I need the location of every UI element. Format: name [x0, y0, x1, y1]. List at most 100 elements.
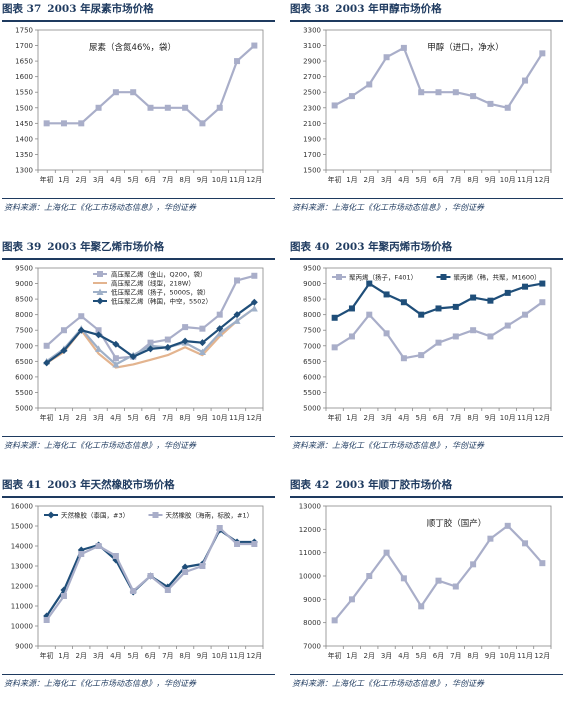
- data-point: [216, 104, 223, 111]
- data-point: [181, 337, 189, 345]
- x-tick-label: 年初: [328, 651, 342, 660]
- data-point: [487, 535, 494, 542]
- x-tick-label: 11月: [229, 652, 245, 660]
- legend-marker: [152, 512, 159, 518]
- figure-header: 图表 41 2003 年天然橡胶市场价格: [2, 476, 275, 498]
- x-tick-label: 7月: [450, 414, 461, 422]
- data-point: [199, 563, 206, 569]
- legend: 聚丙烯（扬子，F401） 聚丙烯（韩，共聚，M1600）: [332, 273, 541, 282]
- data-point: [164, 336, 171, 343]
- plot-area: [37, 29, 264, 171]
- data-point: [130, 89, 137, 96]
- legend-label: 低压聚乙烯（韩国，中空，5502）: [111, 297, 212, 306]
- y-tick-label: 9500: [15, 265, 33, 273]
- source-divider: [290, 436, 563, 437]
- x-tick-label: 11月: [517, 176, 533, 184]
- data-point: [60, 346, 68, 354]
- y-tick-label: 1500: [303, 167, 321, 175]
- source-note: 资料来源：上海化工《化工市场动态信息》，华创证券: [292, 203, 484, 212]
- y-tick-label: 5000: [303, 405, 321, 413]
- x-tick-label: 5月: [415, 414, 426, 422]
- data-point: [470, 561, 477, 568]
- y-tick-label: 1350: [15, 151, 33, 159]
- x-tick-label: 12月: [534, 414, 550, 422]
- data-point: [95, 543, 102, 549]
- y-tick-label: 5000: [15, 405, 33, 413]
- data-point: [366, 573, 373, 579]
- x-tick-label: 6月: [433, 414, 444, 422]
- data-point: [112, 360, 120, 368]
- y-tick-label: 12000: [299, 526, 321, 534]
- figure-header: 图表 39 2003 年聚乙烯市场价格: [2, 238, 275, 260]
- line-chart: 1500 1700 1900 2100 2300 2500 2700 2900 3100 3300…: [303, 27, 552, 184]
- y-tick-label: 15000: [11, 523, 33, 531]
- figure-panel: 图表 39 2003 年聚乙烯市场价格 5000 5500 6000 6500 7000 75…: [0, 238, 275, 464]
- x-tick-label: 10月: [212, 176, 228, 184]
- y-tick-label: 9000: [15, 643, 33, 651]
- data-point: [147, 573, 154, 579]
- y-tick-label: 3300: [303, 27, 321, 35]
- data-point: [366, 311, 373, 318]
- x-tick-label: 11月: [229, 176, 245, 184]
- x-tick-label: 1月: [346, 414, 357, 422]
- data-point: [539, 280, 546, 287]
- y-tick-label: 14000: [11, 543, 33, 551]
- x-tick-label: 6月: [433, 176, 444, 184]
- data-point: [348, 93, 355, 100]
- chart-title: 2003 年尿素市场价格: [47, 3, 154, 15]
- data-point: [60, 327, 67, 334]
- x-tick-label: 6月: [433, 652, 444, 660]
- source-divider: [290, 674, 563, 675]
- data-point: [435, 305, 442, 312]
- y-tick-label: 16000: [11, 503, 33, 511]
- data-point: [181, 563, 189, 571]
- x-tick-label: 3月: [381, 414, 392, 422]
- data-point: [539, 299, 546, 306]
- figure-header: 图表 40 2003 年聚丙烯市场价格: [290, 238, 563, 260]
- x-tick-label: 4月: [110, 176, 121, 184]
- data-point: [130, 588, 137, 594]
- data-point: [435, 577, 442, 584]
- x-tick-label: 3月: [93, 652, 104, 660]
- source-note: 资料来源：上海化工《化工市场动态信息》，华创证券: [4, 441, 196, 450]
- data-point: [250, 304, 258, 312]
- y-tick-label: 1900: [303, 135, 321, 143]
- x-tick-label: 6月: [145, 414, 156, 422]
- series-group: [331, 299, 546, 362]
- y-tick-label: 3100: [303, 42, 321, 50]
- figure-number: 图表 39: [2, 241, 42, 253]
- data-point: [251, 42, 258, 49]
- data-point: [418, 603, 425, 610]
- x-tick-label: 6月: [145, 176, 156, 184]
- y-tick-label: 1400: [15, 135, 33, 143]
- chart-title: 2003 年甲醇市场价格: [335, 3, 442, 15]
- y-tick-label: 6000: [15, 373, 33, 381]
- x-tick-label: 9月: [197, 652, 208, 660]
- x-tick-label: 2月: [76, 414, 87, 422]
- figure-number: 图表 42: [290, 479, 330, 491]
- data-point: [331, 344, 338, 351]
- y-tick-label: 8000: [15, 311, 33, 319]
- data-point: [216, 525, 223, 531]
- data-point: [418, 352, 425, 359]
- x-tick-label: 8月: [179, 652, 190, 660]
- x-tick-label: 8月: [179, 414, 190, 422]
- data-point: [331, 102, 338, 109]
- chart-title: 2003 年聚丙烯市场价格: [335, 241, 453, 253]
- x-tick-label: 5月: [127, 652, 138, 660]
- line-chart: 5000 5500 6000 6500 7000 7500 8000 8500 9000 9500…: [15, 265, 264, 422]
- x-tick-label: 6月: [145, 652, 156, 660]
- chart-annotation: 顺丁胶（国产）: [427, 518, 487, 529]
- data-point: [366, 81, 373, 88]
- figure-panel: 图表 42 2003 年顺丁胶市场价格 7000 8000 9000 10000 11000…: [288, 476, 563, 702]
- chart-title: 2003 年顺丁胶市场价格: [335, 479, 453, 491]
- legend-label: 低压聚乙烯（扬子，5000S，袋）: [111, 288, 210, 297]
- x-tick-label: 9月: [485, 414, 496, 422]
- line-chart: 7000 8000 9000 10000 11000 12000 13000 年初 1月 2月 3月…: [299, 503, 552, 660]
- data-point: [60, 120, 67, 127]
- data-point: [182, 569, 189, 575]
- y-tick-label: 9000: [15, 280, 33, 288]
- y-tick-label: 8000: [303, 311, 321, 319]
- series-group: [331, 280, 546, 321]
- y-tick-label: 1600: [15, 73, 33, 81]
